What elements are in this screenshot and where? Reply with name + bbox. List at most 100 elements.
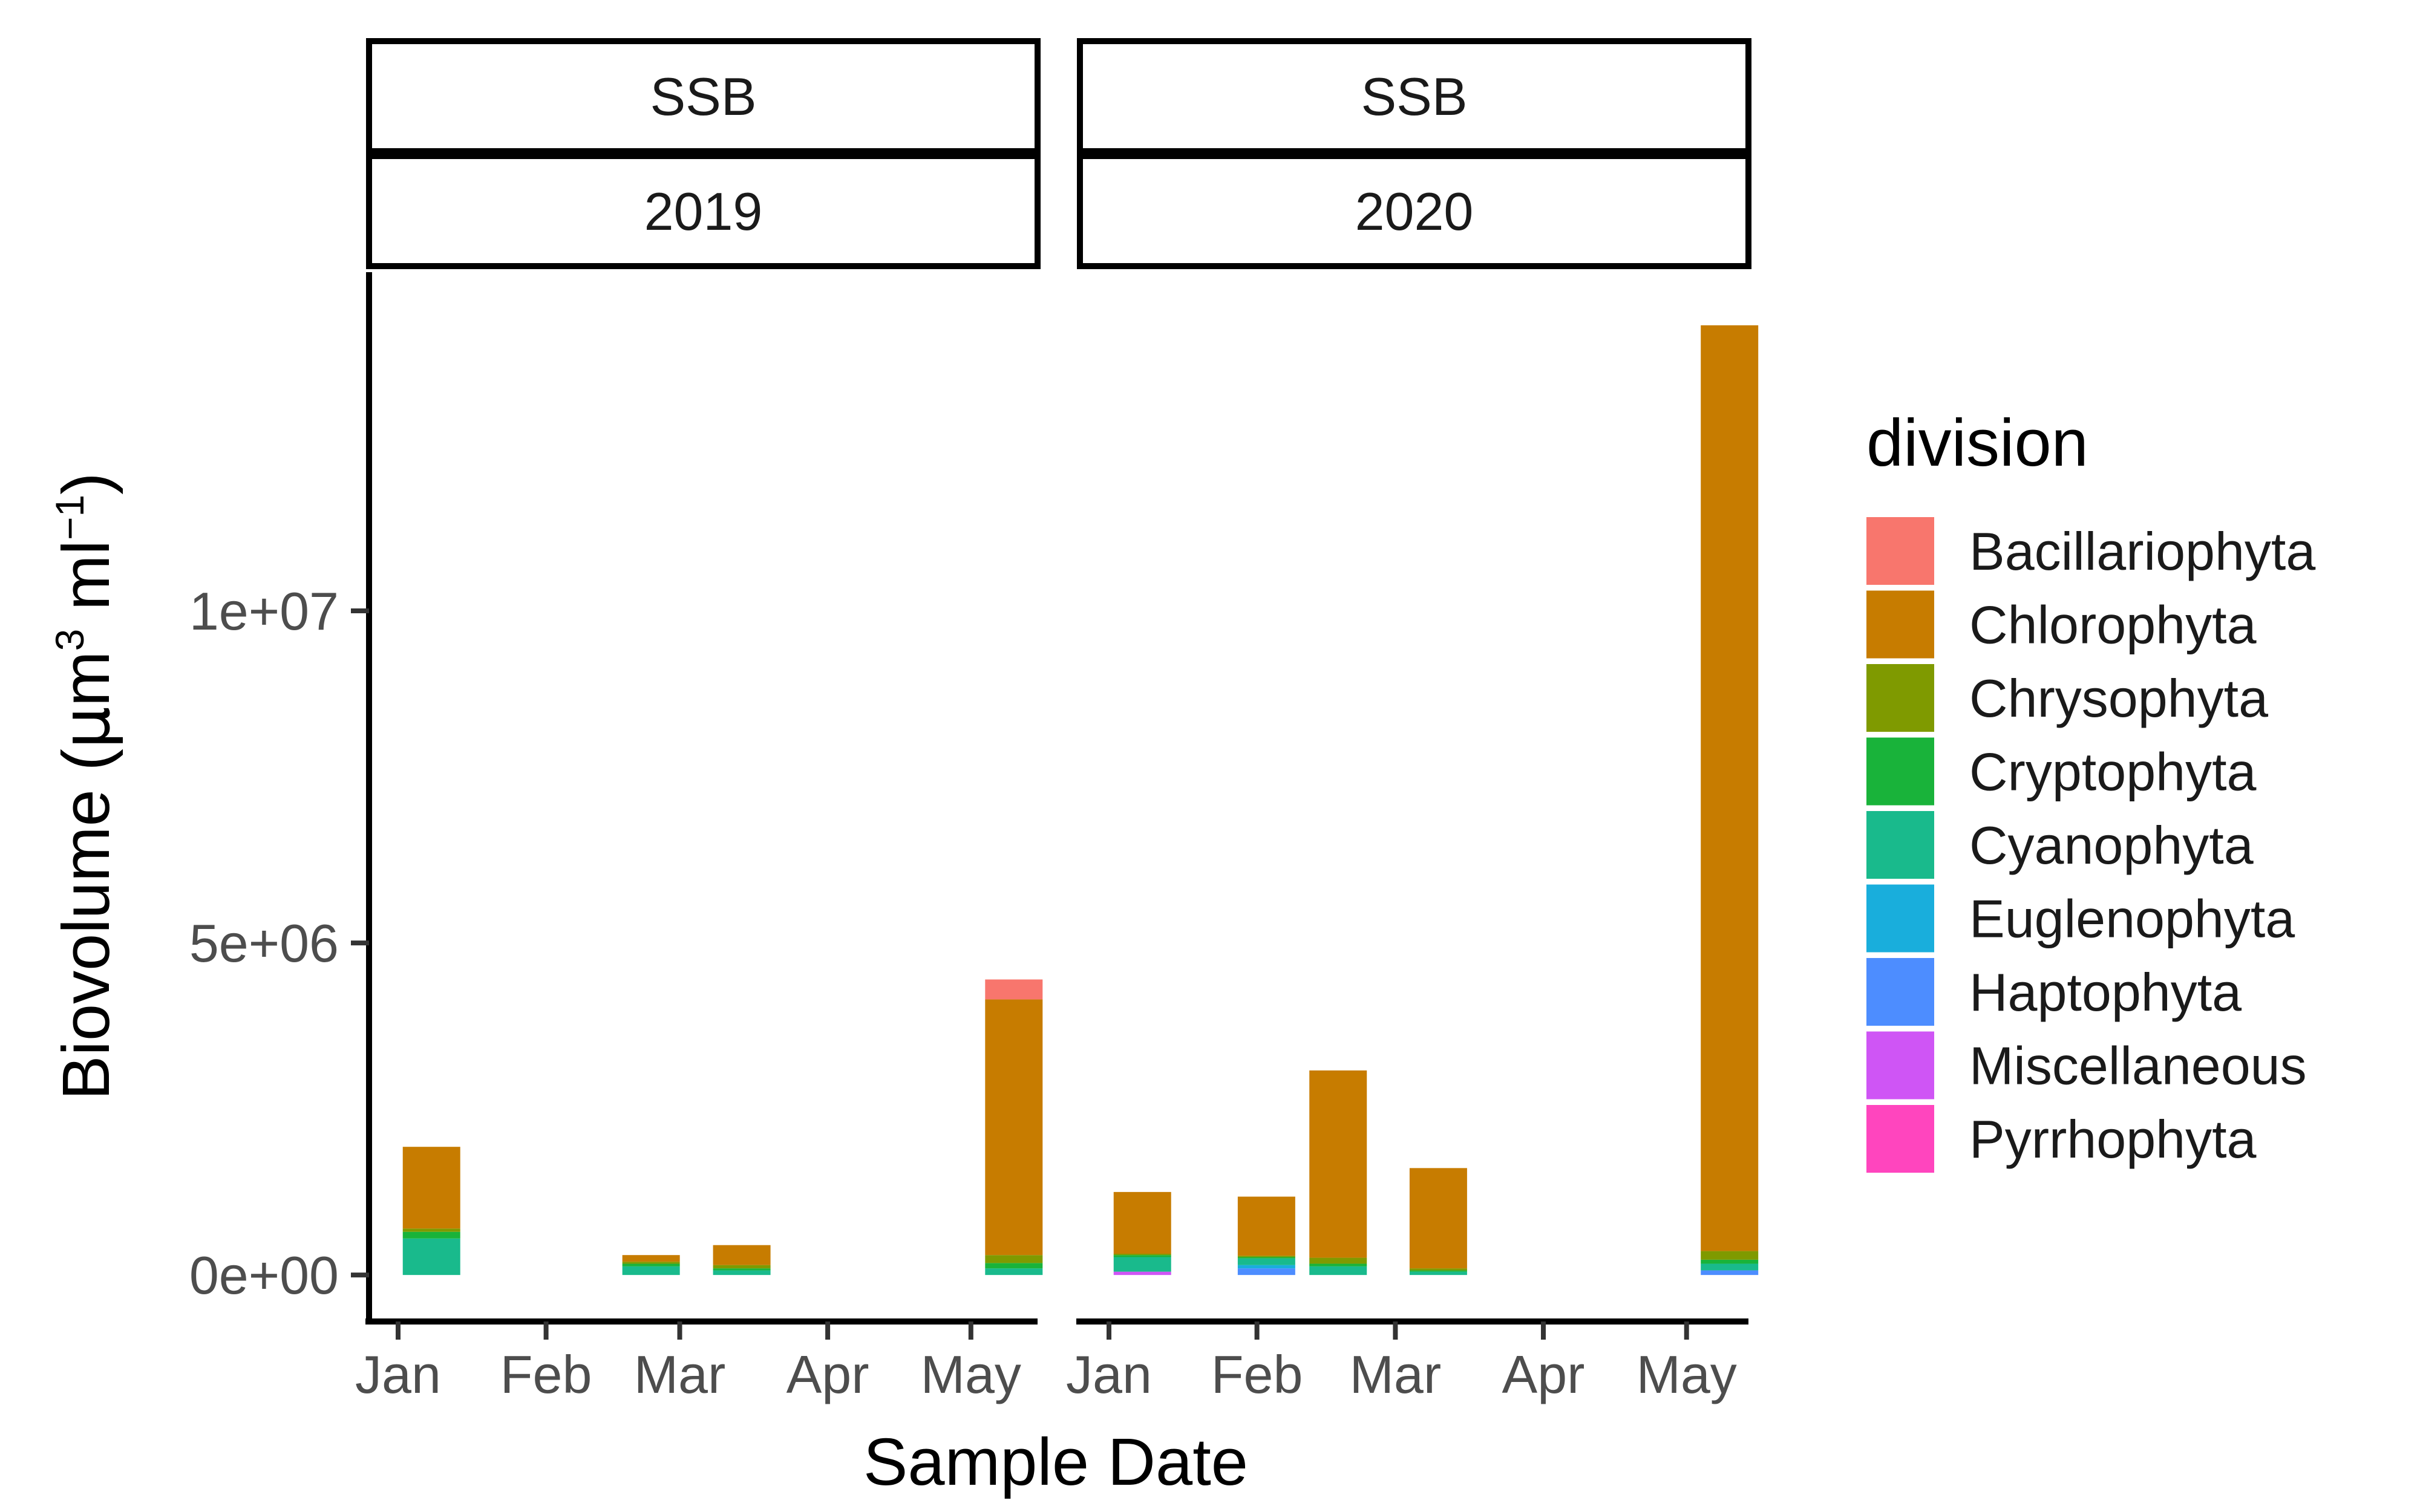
legend-title: division	[1866, 406, 2088, 480]
bar-segment-cryptophyta	[1409, 1270, 1467, 1272]
x-tick-label: Apr	[786, 1344, 869, 1404]
legend-item: Euglenophyta	[1866, 884, 2295, 953]
strip-label: 2020	[1355, 181, 1474, 241]
bar-stack	[1237, 1196, 1295, 1276]
bar-stack	[1409, 1168, 1467, 1276]
legend-swatch	[1866, 958, 1934, 1026]
strip-label: 2019	[644, 181, 763, 241]
bar-segment-cryptophyta	[1237, 1257, 1295, 1259]
x-tick-label: Feb	[1211, 1344, 1303, 1404]
legend-item: Chrysophyta	[1866, 664, 2268, 732]
bar-segment-chlorophyta	[713, 1245, 771, 1265]
bar-segment-cryptophyta	[1309, 1263, 1367, 1266]
legend-item: Pyrrhophyta	[1866, 1105, 2257, 1173]
legend-label: Haptophyta	[1969, 962, 2242, 1022]
legend-swatch	[1866, 884, 1934, 953]
legend-swatch	[1866, 664, 1934, 732]
bar-segment-chrysophyta	[622, 1262, 680, 1264]
x-tick-label: Feb	[500, 1344, 592, 1404]
y-axis-title-prefix: Biovolume (	[49, 749, 123, 1100]
legend-label: Miscellaneous	[1969, 1036, 2307, 1096]
legend-swatch	[1866, 737, 1934, 806]
bar-segment-bacillariophyta	[985, 979, 1043, 1000]
bar-segment-cyanophyta	[1113, 1257, 1171, 1272]
y-tick-label: 5e+06	[189, 913, 339, 973]
bar-segment-cryptophyta	[622, 1263, 680, 1266]
bar-segment-cyanophyta	[1237, 1258, 1295, 1265]
bar-stack	[985, 979, 1043, 1276]
x-tick-label: May	[921, 1344, 1021, 1404]
legend-label: Chrysophyta	[1969, 668, 2268, 728]
legend-label: Pyrrhophyta	[1969, 1109, 2257, 1169]
strip-box	[1077, 38, 1751, 154]
bar-segment-cryptophyta	[1113, 1255, 1171, 1257]
y-axis-title-exp1: 3	[47, 629, 92, 651]
bar-segment-miscellaneous	[1113, 1271, 1171, 1276]
legend-item: Miscellaneous	[1866, 1031, 2307, 1100]
legend-label: Euglenophyta	[1969, 889, 2295, 949]
legend: division Bacillariophyta Chlorophyta Chryso…	[1866, 406, 2315, 1173]
bar-segment-cyanophyta	[1701, 1263, 1759, 1271]
bar-segment-cryptophyta	[713, 1268, 771, 1271]
legend-swatch	[1866, 1105, 1934, 1173]
bar-segment-chrysophyta	[1237, 1256, 1295, 1257]
x-axis-title: Sample Date	[863, 1425, 1248, 1499]
y-axis-title-ml: ml	[49, 540, 123, 629]
bar-stack	[1309, 1070, 1367, 1276]
legend-item: Haptophyta	[1866, 958, 2242, 1026]
bar-segment-chrysophyta	[1409, 1268, 1467, 1271]
bar-segment-chlorophyta	[1309, 1070, 1367, 1258]
bar-segment-chlorophyta	[402, 1147, 460, 1229]
bar-segment-chrysophyta	[1701, 1251, 1759, 1260]
bar-segment-euglenophyta	[1237, 1265, 1295, 1269]
x-tick-label: Mar	[1350, 1344, 1442, 1404]
bar-segment-chrysophyta	[1113, 1253, 1171, 1256]
bar-segment-chlorophyta	[1409, 1168, 1467, 1269]
legend-item: Cyanophyta	[1866, 811, 2254, 879]
strip-label: SSB	[1361, 67, 1467, 126]
bar-stack	[402, 1147, 460, 1276]
x-tick-label: Jan	[355, 1344, 441, 1404]
strip-box	[366, 153, 1041, 269]
bar-segment-cryptophyta	[402, 1231, 460, 1239]
y-axis-title-mu: μ	[47, 706, 125, 749]
bar-stack	[1113, 1191, 1171, 1276]
x-tick-label: Jan	[1066, 1344, 1152, 1404]
facet-panel-2020: SSB 2020 Jan Feb Mar Apr May	[1066, 38, 1759, 1404]
strip-label: SSB	[650, 67, 756, 126]
bar-stack	[1701, 325, 1759, 1276]
bar-segment-cyanophyta	[402, 1238, 460, 1276]
bar-segment-chrysophyta	[402, 1228, 460, 1232]
legend-item: Cryptophyta	[1866, 737, 2257, 806]
legend-item: Bacillariophyta	[1866, 517, 2315, 585]
bar-segment-chlorophyta	[622, 1255, 680, 1262]
bar-segment-cyanophyta	[622, 1266, 680, 1276]
bar-stack	[713, 1245, 771, 1276]
bar-segment-chrysophyta	[985, 1255, 1043, 1263]
x-tick-label: May	[1637, 1344, 1737, 1404]
strip-box	[1077, 153, 1751, 269]
legend-swatch	[1866, 517, 1934, 585]
bar-segment-cryptophyta	[1701, 1259, 1759, 1264]
strip-box	[366, 38, 1041, 154]
legend-label: Cyanophyta	[1969, 815, 2254, 875]
bar-segment-chlorophyta	[1237, 1196, 1295, 1256]
x-tick-label: Mar	[634, 1344, 726, 1404]
bar-segment-chlorophyta	[1701, 325, 1759, 1251]
y-axis-title: Biovolume (μm3 ml−1)	[47, 472, 125, 1100]
y-axis-title-exp2: −1	[47, 495, 92, 540]
bar-segment-haptophyta	[1237, 1268, 1295, 1276]
legend-swatch	[1866, 590, 1934, 659]
bar-segment-cyanophyta	[1309, 1266, 1367, 1276]
legend-label: Chlorophyta	[1969, 595, 2257, 655]
legend-swatch	[1866, 1031, 1934, 1100]
legend-label: Cryptophyta	[1969, 742, 2257, 802]
y-axis-title-m: m	[49, 651, 123, 706]
bar-segment-haptophyta	[1701, 1270, 1759, 1276]
bar-segment-cryptophyta	[985, 1263, 1043, 1269]
x-tick-label: Apr	[1502, 1344, 1585, 1404]
bar-segment-cyanophyta	[713, 1270, 771, 1276]
bar-segment-cyanophyta	[985, 1268, 1043, 1276]
